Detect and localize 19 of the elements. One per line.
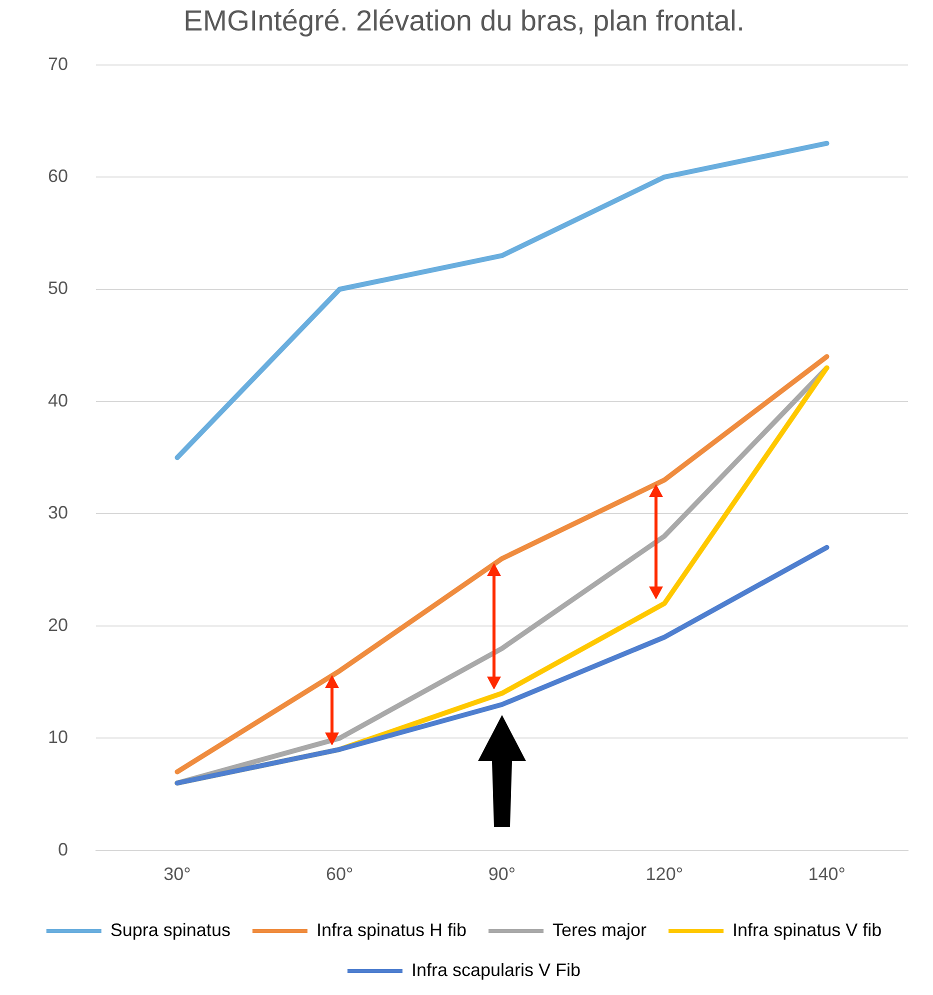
legend-label: Infra spinatus H fib bbox=[316, 920, 467, 940]
y-tick-label: 20 bbox=[48, 614, 68, 635]
legend-label: Infra spinatus V fib bbox=[732, 920, 882, 940]
legend-label: Teres major bbox=[552, 920, 647, 940]
legend-label: Supra spinatus bbox=[110, 920, 230, 940]
y-tick-label: 10 bbox=[48, 727, 68, 748]
x-tick-label: 140° bbox=[808, 864, 846, 884]
legend-label: Infra scapularis V Fib bbox=[411, 960, 581, 980]
x-tick-label: 120° bbox=[646, 864, 684, 884]
y-tick-label: 40 bbox=[48, 390, 68, 410]
x-tick-label: 90° bbox=[488, 864, 516, 884]
y-tick-label: 30 bbox=[48, 502, 68, 523]
y-tick-label: 60 bbox=[48, 166, 68, 186]
y-tick-label: 0 bbox=[58, 839, 68, 860]
y-tick-label: 70 bbox=[48, 54, 68, 74]
y-tick-label: 50 bbox=[48, 278, 68, 298]
chart-title: EMGIntégré. 2lévation du bras, plan frontal. bbox=[184, 5, 744, 38]
x-tick-label: 60° bbox=[326, 864, 354, 884]
x-tick-label: 30° bbox=[164, 864, 191, 884]
